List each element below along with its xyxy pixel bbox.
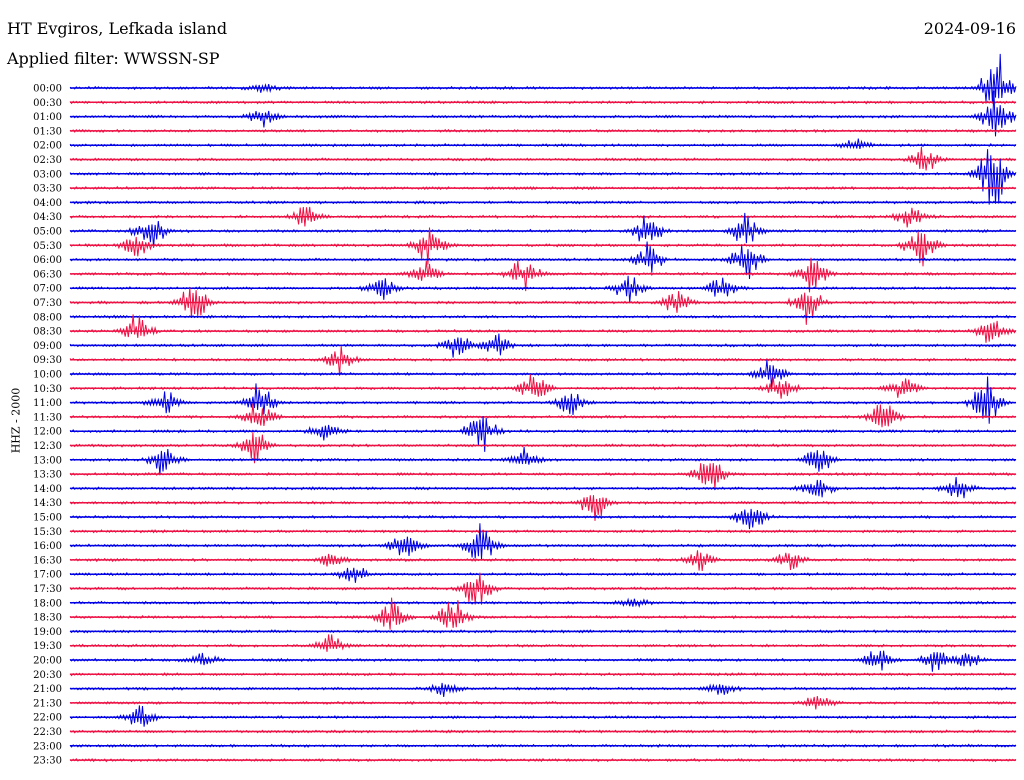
time-tick-label: 08:00: [33, 312, 62, 323]
time-tick-label: 20:30: [33, 670, 62, 681]
time-tick-label: 07:00: [33, 284, 62, 295]
trace-line: [69, 523, 1017, 560]
time-tick-label: 13:00: [33, 455, 62, 466]
time-tick-labels: 00:00 00:30 01:00 01:30 02:00 02:30 03:00 03:30…: [33, 84, 62, 767]
time-tick-label: 13:30: [33, 470, 62, 481]
time-tick-label: 18:30: [33, 613, 62, 624]
trace-line: [69, 508, 1017, 530]
time-tick-label: 18:00: [33, 598, 62, 609]
time-tick-label: 06:30: [33, 269, 62, 280]
trace-line: [69, 416, 1017, 452]
time-tick-label: 21:30: [33, 698, 62, 709]
time-tick-label: 17:30: [33, 584, 62, 595]
trace-line: [69, 146, 1017, 171]
trace-line: [69, 463, 1017, 490]
date-label: 2024-09-16: [923, 19, 1016, 38]
time-tick-label: 22:30: [33, 727, 62, 738]
time-tick-label: 04:30: [33, 212, 62, 223]
time-tick-label: 03:00: [33, 169, 62, 180]
time-tick-label: 10:00: [33, 370, 62, 381]
time-tick-label: 10:30: [33, 384, 62, 395]
time-tick-label: 22:00: [33, 713, 62, 724]
trace-line: [69, 138, 1017, 150]
trace-line: [69, 432, 1017, 464]
time-tick-label: 04:00: [33, 198, 62, 209]
filter-label: Applied filter: WWSSN-SP: [7, 49, 220, 68]
time-tick-label: 02:00: [33, 141, 62, 152]
trace-line: [69, 241, 1017, 280]
time-tick-label: 02:30: [33, 155, 62, 166]
time-tick-label: 11:30: [33, 412, 62, 423]
time-tick-label: 14:00: [33, 484, 62, 495]
trace-line: [69, 374, 1017, 399]
time-tick-label: 11:00: [33, 398, 62, 409]
trace-line: [69, 476, 1017, 499]
trace-line: [69, 275, 1017, 303]
time-tick-label: 00:30: [33, 98, 62, 109]
trace-line: [69, 345, 1017, 376]
time-tick-label: 20:00: [33, 656, 62, 667]
trace-line: [69, 705, 1017, 727]
time-tick-label: 16:30: [33, 555, 62, 566]
time-tick-label: 07:30: [33, 298, 62, 309]
time-tick-label: 05:00: [33, 227, 62, 238]
time-tick-label: 06:00: [33, 255, 62, 266]
time-tick-label: 23:00: [33, 741, 62, 752]
time-tick-label: 12:30: [33, 441, 62, 452]
trace-lines: [69, 53, 1017, 763]
time-tick-label: 19:00: [33, 627, 62, 638]
time-tick-label: 21:00: [33, 684, 62, 695]
trace-line: [69, 287, 1017, 325]
time-tick-label: 16:00: [33, 541, 62, 552]
trace-line: [69, 567, 1017, 583]
trace-line: [69, 227, 1017, 267]
time-tick-label: 23:30: [33, 756, 62, 767]
trace-line: [69, 53, 1017, 103]
trace-line: [69, 403, 1017, 428]
time-tick-label: 19:30: [33, 641, 62, 652]
trace-line: [69, 682, 1017, 697]
time-tick-label: 15:00: [33, 513, 62, 524]
trace-line: [69, 314, 1017, 343]
time-tick-label: 00:00: [33, 84, 62, 95]
time-tick-label: 14:30: [33, 498, 62, 509]
time-tick-label: 08:30: [33, 327, 62, 338]
trace-line: [69, 446, 1017, 476]
station-title: HT Evgiros, Lefkada island: [7, 19, 228, 38]
time-tick-label: 09:30: [33, 355, 62, 366]
trace-line: [69, 149, 1017, 205]
trace-line: [69, 650, 1017, 672]
time-tick-label: 15:30: [33, 527, 62, 538]
time-tick-label: 12:00: [33, 427, 62, 438]
time-tick-label: 03:30: [33, 184, 62, 195]
time-tick-label: 01:00: [33, 112, 62, 123]
time-tick-label: 17:00: [33, 570, 62, 581]
time-tick-label: 09:00: [33, 341, 62, 352]
trace-line: [69, 634, 1017, 652]
time-tick-label: 05:30: [33, 241, 62, 252]
time-tick-label: 01:30: [33, 126, 62, 137]
